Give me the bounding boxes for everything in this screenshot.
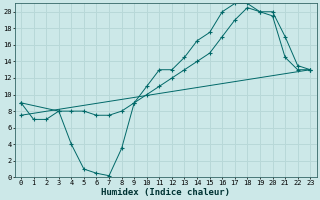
X-axis label: Humidex (Indice chaleur): Humidex (Indice chaleur) — [101, 188, 230, 197]
